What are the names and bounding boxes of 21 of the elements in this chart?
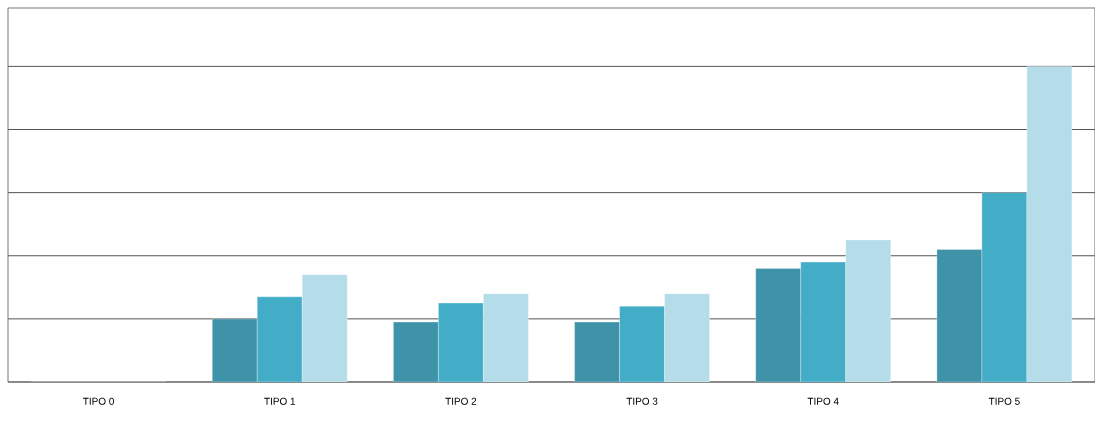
x-tick-label: TIPO 1	[264, 397, 296, 405]
bar	[302, 274, 348, 382]
bar	[393, 322, 439, 382]
bar	[936, 249, 983, 382]
bar	[664, 293, 710, 382]
bar	[800, 261, 846, 382]
x-tick-label: TIPO 2	[445, 397, 477, 405]
x-tick-label: TIPO 4	[807, 397, 839, 405]
bar	[1026, 66, 1073, 382]
bar	[483, 293, 529, 382]
bar	[845, 239, 891, 382]
x-tick-label: TIPO 3	[626, 397, 658, 405]
bar	[257, 296, 303, 382]
x-tick-label: TIPO 5	[988, 397, 1020, 405]
bar	[212, 318, 258, 382]
bar	[755, 268, 801, 382]
x-tick-label: TIPO 0	[83, 397, 114, 405]
bar	[981, 192, 1028, 382]
bar	[438, 303, 484, 382]
bar	[619, 306, 665, 382]
bar	[574, 321, 620, 382]
